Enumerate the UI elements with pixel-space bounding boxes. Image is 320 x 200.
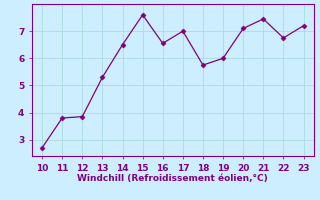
X-axis label: Windchill (Refroidissement éolien,°C): Windchill (Refroidissement éolien,°C) xyxy=(77,174,268,183)
